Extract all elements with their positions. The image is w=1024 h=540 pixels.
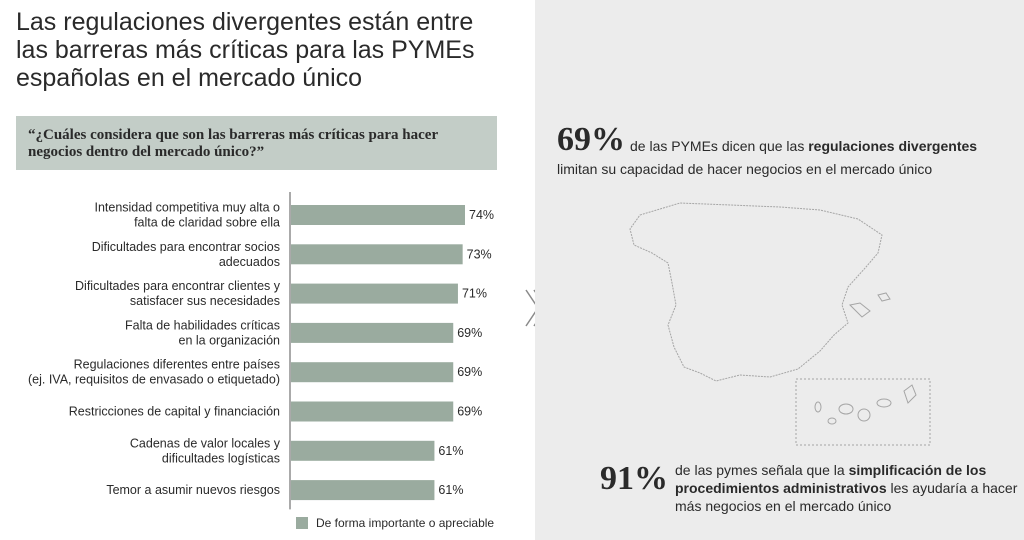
- bar: [291, 205, 465, 225]
- right-panel: [535, 0, 1024, 540]
- category-label: (ej. IVA, requisitos de envasado o etiqu…: [28, 373, 280, 387]
- category-label: Dificultades para encontrar clientes y: [75, 279, 281, 293]
- stat1-text: de las PYMEs dicen que las regulaciones …: [630, 137, 1015, 155]
- category-label: satisfacer sus necesidades: [130, 294, 280, 308]
- category-label: Cadenas de valor locales y: [130, 436, 281, 450]
- category-label: adecuados: [219, 255, 280, 269]
- data-label: 73%: [467, 247, 492, 261]
- category-label: Intensidad competitiva muy alta o: [94, 201, 280, 215]
- stat1-value: 69%: [557, 121, 625, 158]
- stat2-value: 91%: [600, 460, 668, 497]
- question-text: “¿Cuáles considera que son las barreras …: [28, 127, 438, 160]
- legend: De forma importante o apreciable: [296, 516, 494, 530]
- bar: [291, 244, 463, 265]
- category-label: Temor a asumir nuevos riesgos: [106, 483, 280, 497]
- bar: [291, 401, 454, 422]
- category-label: Restricciones de capital y financiación: [69, 405, 280, 419]
- data-label: 61%: [438, 483, 463, 497]
- bar: [291, 283, 458, 304]
- data-label: 74%: [469, 208, 494, 222]
- stat2-text-bold: simplificación de los procedimientos adm…: [675, 462, 987, 496]
- bar: [291, 362, 454, 383]
- bar: [291, 440, 435, 461]
- stat2-text: de las pymes señala que la simplificació…: [675, 461, 1020, 515]
- category-label: Regulaciones diferentes entre países: [74, 358, 280, 372]
- category-label: Dificultades para encontrar socios: [92, 240, 280, 254]
- category-label: dificultades logísticas: [162, 451, 280, 465]
- legend-label: De forma importante o apreciable: [316, 516, 495, 530]
- data-label: 71%: [462, 287, 487, 301]
- stat1-text-bold: regulaciones divergentes: [808, 138, 978, 154]
- left-panel: Las regulaciones divergentes están entre…: [16, 8, 497, 530]
- stat1-text-cont: limitan su capacidad de hacer negocios e…: [557, 161, 933, 177]
- spain-map-icon: [629, 202, 931, 446]
- data-label: 69%: [457, 405, 482, 419]
- stat2-text-part1: de las pymes señala que la: [675, 462, 849, 478]
- data-label: 69%: [457, 365, 482, 379]
- bar-chart: 74% Intensidad competitiva muy alta ofalt…: [28, 192, 494, 510]
- bar: [291, 322, 454, 343]
- bar: [291, 480, 435, 501]
- data-label: 61%: [438, 444, 463, 458]
- page-title: Las regulaciones divergentes están entre…: [16, 8, 475, 92]
- category-label: Falta de habilidades críticas: [125, 318, 280, 332]
- question-box: “¿Cuáles considera que son las barreras …: [16, 116, 497, 170]
- category-label: en la organización: [179, 333, 281, 347]
- legend-swatch: [296, 517, 308, 529]
- stat1-text-part1: de las PYMEs dicen que las: [630, 138, 809, 154]
- stat2-text-part2: les ayudaría a hacer más negocios en el …: [675, 480, 1018, 514]
- category-label: falta de claridad sobre ella: [134, 216, 280, 230]
- data-label: 69%: [457, 326, 482, 340]
